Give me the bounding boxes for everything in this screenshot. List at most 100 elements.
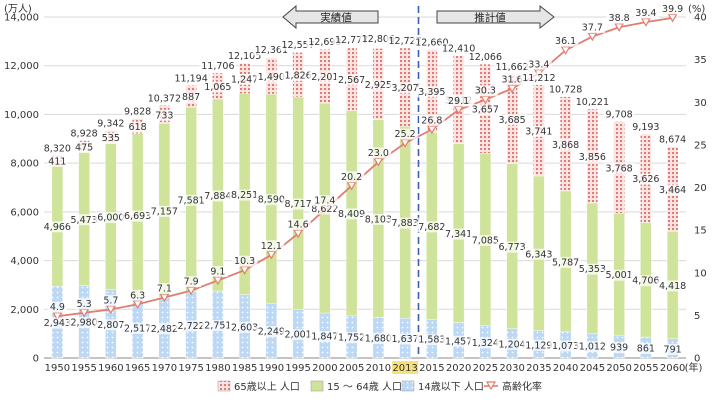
legend-swatch-14under xyxy=(401,380,415,392)
label-65plus-bg xyxy=(496,114,528,126)
label-14under-bg xyxy=(282,329,314,341)
label-65plus: 3,464 xyxy=(659,185,686,196)
total-label: 11,662 xyxy=(496,62,529,73)
label-65plus: 3,395 xyxy=(418,87,445,98)
total-label-bg xyxy=(573,96,612,108)
x-tick-label: 2030 xyxy=(499,363,524,374)
label-14under-bg xyxy=(41,317,74,329)
total-label: 8,928 xyxy=(71,129,98,140)
label-65plus-bg xyxy=(603,162,635,174)
label-65plus-bg xyxy=(576,151,609,163)
label-65plus: 733 xyxy=(155,110,173,121)
label-14under-bg xyxy=(523,339,555,351)
x-tick-label: 1950 xyxy=(45,363,70,374)
right-tick-label: 40 xyxy=(694,13,707,24)
x-tick-label: 2040 xyxy=(553,363,578,374)
label-65plus: 3,626 xyxy=(632,174,659,185)
label-65plus: 1,490 xyxy=(258,72,285,83)
label-65plus: 1,065 xyxy=(204,82,231,93)
total-label-bg xyxy=(630,121,662,133)
legend-label-15-64: 15 ～ 64歳 人口 xyxy=(327,381,402,393)
label-14under-bg xyxy=(389,333,421,345)
total-label: 12,410 xyxy=(442,44,475,55)
label-14under-bg xyxy=(202,319,234,331)
label-15-64: 8,409 xyxy=(338,209,365,220)
label-65plus: 3,657 xyxy=(472,105,499,116)
legend: 65歳以上 人口 15 ～ 64歳 人口 14歳以下 人口 高齢化率 xyxy=(217,380,542,393)
label-14under: 1,073 xyxy=(552,341,579,352)
x-tick-label: 2010 xyxy=(366,363,391,374)
label-65plus: 475 xyxy=(75,142,93,153)
aging-rate-label: 31.6 xyxy=(502,75,523,86)
label-14under: 2,517 xyxy=(124,323,151,334)
label-15-64: 5,353 xyxy=(579,264,606,275)
label-65plus: 2,201 xyxy=(311,72,338,83)
label-14under-bg xyxy=(68,317,100,329)
total-label-bg xyxy=(306,36,344,48)
label-65plus-bg xyxy=(127,121,148,133)
aging-rate-label: 4.9 xyxy=(50,302,65,313)
label-14under: 1,680 xyxy=(365,334,392,345)
label-15-64: 8,622 xyxy=(311,204,338,215)
total-label-bg xyxy=(41,142,74,154)
aging-rate-label-bg xyxy=(101,294,121,306)
label-15-64-bg xyxy=(68,214,100,226)
aging-rate-label: 36.1 xyxy=(555,36,576,47)
total-label: 11,706 xyxy=(201,61,234,72)
data-labels: 8,320 411 4,966 2,943 4.9 8,928 475 5,473 2,980 5… xyxy=(41,3,689,355)
left-tick-label: 14,000 xyxy=(4,13,39,24)
aging-rate-label: 37.7 xyxy=(582,23,603,34)
right-axis-ticks: 0 5 10 15 20 25 30 35 40 xyxy=(694,13,707,365)
label-15-64-bg xyxy=(95,212,127,224)
label-65plus-bg xyxy=(469,104,502,116)
x-tick-label: 2020 xyxy=(446,363,471,374)
label-14under: 2,751 xyxy=(204,320,231,331)
label-14under-bg xyxy=(255,326,288,338)
total-label-bg xyxy=(252,44,291,56)
label-15-64-bg xyxy=(389,217,421,229)
x-tick-label: 2055 xyxy=(633,363,658,374)
label-65plus-bg xyxy=(202,81,234,93)
total-label: 12,660 xyxy=(415,38,448,49)
label-65plus: 1,247 xyxy=(231,74,258,85)
label-15-64-bg xyxy=(576,263,609,275)
label-65plus: 887 xyxy=(182,92,200,103)
aging-rate-marker xyxy=(587,32,598,42)
aging-rate-label-bg xyxy=(526,58,552,70)
total-label-bg xyxy=(439,43,478,55)
aging-rate-label-bg xyxy=(47,301,68,313)
aging-rate-label: 25.2 xyxy=(395,129,416,140)
aging-rate-label: 39.4 xyxy=(635,8,656,19)
actual-arrow-label: 実績値 xyxy=(320,11,352,24)
total-label-bg xyxy=(546,84,585,96)
aging-rate-label: 14.6 xyxy=(288,220,309,231)
total-label: 8,320 xyxy=(44,143,71,154)
label-15-64: 4,706 xyxy=(632,276,659,287)
total-label: 10,372 xyxy=(148,93,181,104)
aging-rate-label-bg xyxy=(606,12,632,24)
label-14under: 1,129 xyxy=(525,340,552,351)
label-15-64-bg xyxy=(630,275,662,287)
x-tick-label: 1990 xyxy=(259,363,284,374)
label-14under: 791 xyxy=(664,344,682,355)
label-15-64: 8,590 xyxy=(258,195,285,206)
total-label: 12,806 xyxy=(362,34,395,45)
label-65plus-bg xyxy=(228,73,261,85)
label-14under-bg xyxy=(662,343,683,355)
label-15-64-bg xyxy=(362,213,395,225)
x-tick-label: 1995 xyxy=(285,363,310,374)
label-15-64: 6,693 xyxy=(124,211,151,222)
label-15-64: 5,001 xyxy=(606,270,633,281)
label-65plus-bg xyxy=(74,141,94,153)
aging-rate-label: 23.0 xyxy=(368,148,389,159)
aging-rate-label: 29.1 xyxy=(448,96,469,107)
right-tick-label: 10 xyxy=(694,268,707,279)
total-label-bg xyxy=(332,34,371,46)
x-tick-label: 2045 xyxy=(580,363,605,374)
right-tick-label: 25 xyxy=(694,140,707,151)
x-tick-label: 2050 xyxy=(606,363,631,374)
total-label: 10,728 xyxy=(549,85,582,96)
total-label-bg xyxy=(413,37,451,49)
label-15-64: 6,773 xyxy=(499,242,526,253)
label-15-64-bg xyxy=(603,269,635,281)
